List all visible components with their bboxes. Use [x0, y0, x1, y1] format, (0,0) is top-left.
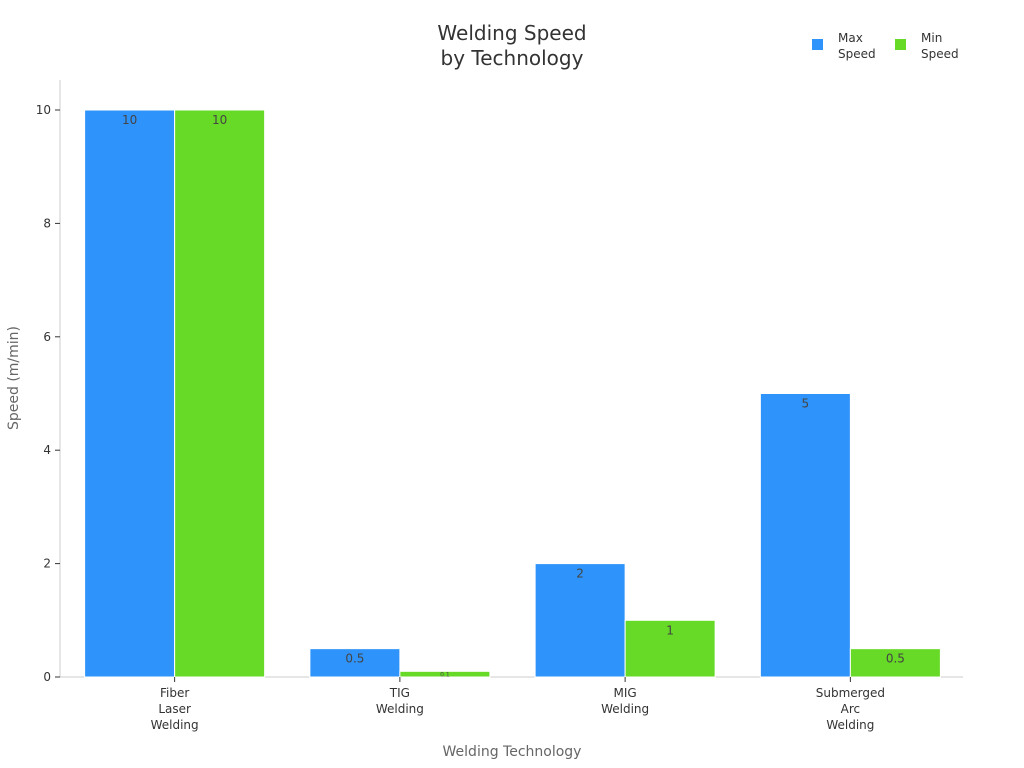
x-tick-label-line: Welding — [151, 718, 199, 732]
x-tick-label-line: Fiber — [160, 686, 189, 700]
bar-max — [534, 563, 626, 678]
bar-value-label: 0.5 — [886, 652, 905, 666]
x-tick-label-line: Welding — [376, 702, 424, 716]
bar-value-label: 0.5 — [345, 652, 364, 666]
x-tick-label-line: MIG — [614, 686, 637, 700]
x-tick-label-line: Welding — [601, 702, 649, 716]
bar-value-label: 10 — [212, 113, 227, 127]
legend-swatch-max[interactable] — [812, 39, 823, 50]
legend-label-line: Min — [921, 31, 942, 45]
bar-value-label: 1 — [666, 623, 674, 637]
x-tick-label: TIG Welding — [376, 686, 424, 716]
x-tick-label: Fiber Laser Welding — [151, 686, 199, 732]
chart-title-line: Welding Speed — [437, 21, 586, 45]
bar-min — [849, 648, 941, 678]
y-tick-label: 8 — [43, 216, 51, 230]
y-tick-label: 6 — [43, 330, 51, 344]
bar-min — [399, 670, 491, 678]
bar-value-label: 5 — [802, 397, 810, 411]
bar-value-label: 2 — [576, 567, 584, 581]
bar-max — [309, 648, 401, 678]
x-tick-label-line: Arc — [841, 702, 860, 716]
legend-label-line: Speed — [838, 47, 876, 61]
x-tick-label-line: Laser — [158, 702, 191, 716]
x-tick-label-line: TIG — [389, 686, 410, 700]
y-tick-label: 10 — [36, 103, 51, 117]
chart-title-line: by Technology — [441, 46, 584, 70]
legend-label[interactable]: Max Speed — [838, 31, 876, 61]
legend-label-line: Speed — [921, 47, 959, 61]
y-tick-label: 4 — [43, 443, 51, 457]
bar-min — [174, 109, 266, 678]
y-axis-title: Speed (m/min) — [6, 326, 22, 430]
y-tick-label: 2 — [43, 557, 51, 571]
y-tick-label: 0 — [43, 670, 51, 684]
x-tick-label: MIG Welding — [601, 686, 649, 716]
x-axis-title: Welding Technology — [443, 744, 582, 760]
bar-max — [84, 109, 176, 678]
bar-value-label: 10 — [122, 113, 137, 127]
legend-label-line: Max — [838, 31, 863, 45]
x-tick-label-line: Welding — [826, 718, 874, 732]
bar-min — [624, 619, 716, 678]
chart-title: Welding Speed by Technology — [437, 21, 586, 70]
legend-swatch-min[interactable] — [895, 39, 906, 50]
legend-label[interactable]: Min Speed — [921, 31, 959, 61]
x-tick-label-line: Submerged — [816, 686, 885, 700]
bar-max — [759, 393, 851, 678]
x-tick-label: Submerged Arc Welding — [816, 686, 885, 732]
bar-value-label: 0.1 — [440, 671, 450, 678]
